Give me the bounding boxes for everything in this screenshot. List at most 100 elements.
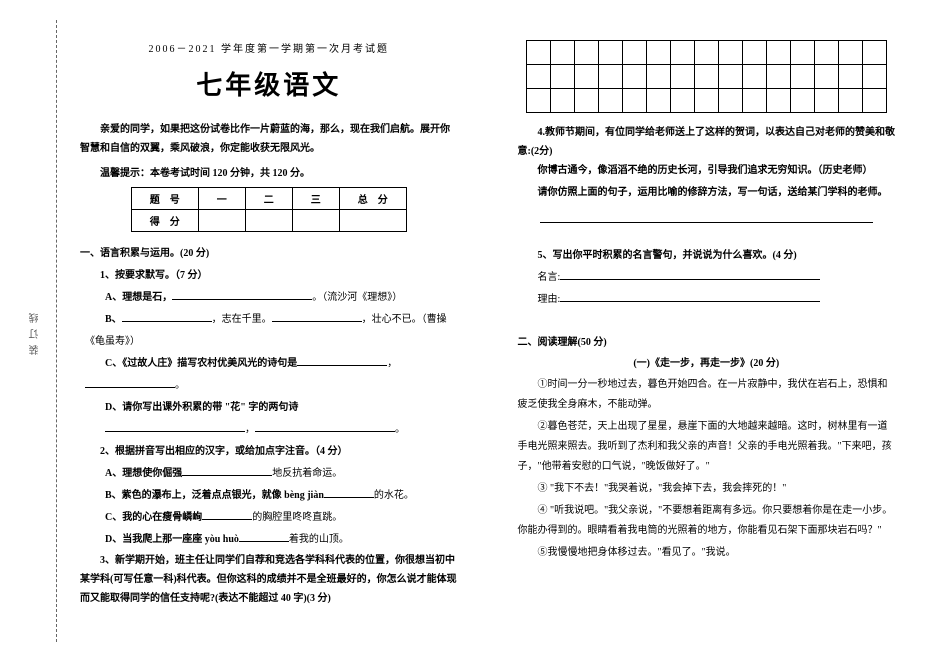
spacer: [518, 229, 896, 245]
grid-cell: [838, 41, 862, 65]
td-blank: [292, 210, 339, 232]
blank: [324, 486, 374, 498]
grid-cell: [862, 41, 886, 65]
q4-req: 请你仿照上面的句子，运用比喻的修辞方法，写一句话，送给某门学科的老师。: [518, 183, 896, 203]
para-2: ②暮色苍茫，天上出现了星星，悬崖下面的大地越来越暗。这时，树林里有一道手电光照来…: [518, 417, 896, 477]
q1a: A、理想是石，。（流沙河《理想》）: [85, 287, 458, 309]
exam-subtitle: 2006－2021 学年度第一学期第一次月考试题: [80, 40, 458, 55]
th-3: 三: [292, 188, 339, 210]
q4: 4.教师节期间，有位同学给老师送上了这样的贺词，以表达自己对老师的赞美和敬意:(…: [518, 123, 896, 161]
grid-cell: [670, 65, 694, 89]
q2a: A、理想使你倔强地反抗着命运。: [85, 463, 458, 485]
q2: 2、根据拼音写出相应的汉字，或给加点字注音。（4 分）: [80, 441, 458, 463]
q2c: C、我的心在瘦骨嶙峋 的胸腔里咚咚直跳。: [85, 507, 458, 529]
tip-text: 温馨提示：本卷考试时间 120 分钟，共 120 分。: [80, 164, 458, 179]
q1c-post: 。: [175, 380, 185, 391]
blank: [122, 310, 212, 322]
grid-cell: [694, 89, 718, 113]
q1: 1、按要求默写。（7 分）: [80, 265, 458, 287]
grid-cell: [694, 65, 718, 89]
grid-cell: [742, 89, 766, 113]
grid-cell: [670, 89, 694, 113]
para-3: ③ "我下不去！"我哭着说，"我会掉下去，我会摔死的！": [518, 479, 896, 499]
q2d: D、当我爬上那一座座 yòu huò着我的山顶。: [85, 529, 458, 551]
grid-row: [526, 65, 886, 89]
blank: [255, 420, 395, 432]
th-number: 题 号: [131, 188, 198, 210]
grid-cell: [718, 41, 742, 65]
q2a-post: 地反抗着命运。: [272, 468, 342, 479]
q5b-line: 理由:: [518, 289, 896, 311]
grid-cell: [646, 41, 670, 65]
blank: [560, 290, 820, 302]
section-1-head: 一、语言积累与运用。(20 分): [80, 244, 458, 259]
grid-cell: [790, 41, 814, 65]
grid-cell: [646, 65, 670, 89]
grid-cell: [814, 41, 838, 65]
q2b: B、紫色的瀑布上，泛着点点银光，就像 bèng jiàn的水花。: [85, 485, 458, 507]
grid-cell: [838, 89, 862, 113]
q1b-mid: ，志在千里。: [212, 314, 272, 325]
grid-cell: [574, 89, 598, 113]
grid-cell: [670, 41, 694, 65]
q1b: B、，志在千里。，壮心不已。（曹操《龟虽寿》）: [85, 309, 458, 353]
exam-title: 七年级语文: [80, 65, 458, 102]
q1d: D、请你写出课外积累的带 "花" 字的两句诗: [85, 397, 458, 419]
grid-cell: [526, 89, 550, 113]
q2c-post: 的胸腔里咚咚直跳。: [252, 512, 342, 523]
th-2: 二: [245, 188, 292, 210]
q1c: C、《过故人庄》描写农村优美风光的诗句是，。: [85, 353, 458, 397]
q2d-post: 着我的山顶。: [289, 534, 349, 545]
para-5: ⑤我慢慢地把身体移过去。"看见了。"我说。: [518, 543, 896, 563]
blank: [182, 464, 272, 476]
right-page: 4.教师节期间，有位同学给老师送上了这样的贺词，以表达自己对老师的赞美和敬意:(…: [488, 0, 945, 662]
grid-cell: [526, 65, 550, 89]
grid-cell: [622, 41, 646, 65]
section-2-head: 二、阅读理解(50 分): [518, 333, 896, 348]
grid-cell: [766, 65, 790, 89]
grid-cell: [838, 65, 862, 89]
grid-cell: [862, 65, 886, 89]
th-1: 一: [198, 188, 245, 210]
grid-cell: [550, 89, 574, 113]
blank: [297, 354, 387, 366]
q1c-pre: C、《过故人庄》描写农村优美风光的诗句是: [105, 358, 297, 369]
blank: [239, 530, 289, 542]
score-table: 题 号 一 二 三 总 分 得 分: [131, 187, 407, 232]
answer-line: [540, 209, 874, 223]
table-row: 题 号 一 二 三 总 分: [131, 188, 406, 210]
q3: 3、新学期开始，班主任让同学们自荐和竞选各学科科代表的位置，你很想当初中某学科(…: [80, 551, 458, 608]
grid-row: [526, 41, 886, 65]
para-1: ①时间一分一秒地过去，暮色开始四合。在一片寂静中，我伏在岩石上，恐惧和疲乏使我全…: [518, 375, 896, 415]
blank: [105, 420, 245, 432]
grid-cell: [766, 89, 790, 113]
grid-cell: [862, 89, 886, 113]
grid-cell: [718, 89, 742, 113]
q5a-label: 名言:: [538, 272, 561, 283]
grid-cell: [550, 41, 574, 65]
grid-cell: [694, 41, 718, 65]
td-score: 得 分: [131, 210, 198, 232]
q5: 5、写出你平时积累的名言警句，并说说为什么喜欢。(4 分): [518, 245, 896, 267]
blank: [272, 310, 362, 322]
grid-cell: [718, 65, 742, 89]
grid-cell: [742, 65, 766, 89]
blank: [85, 376, 175, 388]
grid-row: [526, 89, 886, 113]
grid-cell: [622, 65, 646, 89]
q4-example: 你博古通今，像滔滔不绝的历史长河，引导我们追求无穷知识。（历史老师）: [518, 161, 896, 181]
grid-cell: [598, 65, 622, 89]
q1a-post: 。（流沙河《理想》）: [312, 292, 402, 303]
grid-cell: [814, 65, 838, 89]
blank: [560, 268, 820, 280]
th-total: 总 分: [339, 188, 406, 210]
q2c-pre: C、我的心在瘦骨嶙峋: [105, 512, 202, 523]
grid-cell: [790, 65, 814, 89]
td-blank: [245, 210, 292, 232]
q1b-pre: B、: [105, 314, 122, 325]
intro-text: 亲爱的同学，如果把这份试卷比作一片蔚蓝的海，那么，现在我们启航。展开你智慧和自信…: [80, 120, 458, 158]
blank: [172, 288, 312, 300]
grid-cell: [742, 41, 766, 65]
grid-cell: [766, 41, 790, 65]
grid-cell: [646, 89, 670, 113]
